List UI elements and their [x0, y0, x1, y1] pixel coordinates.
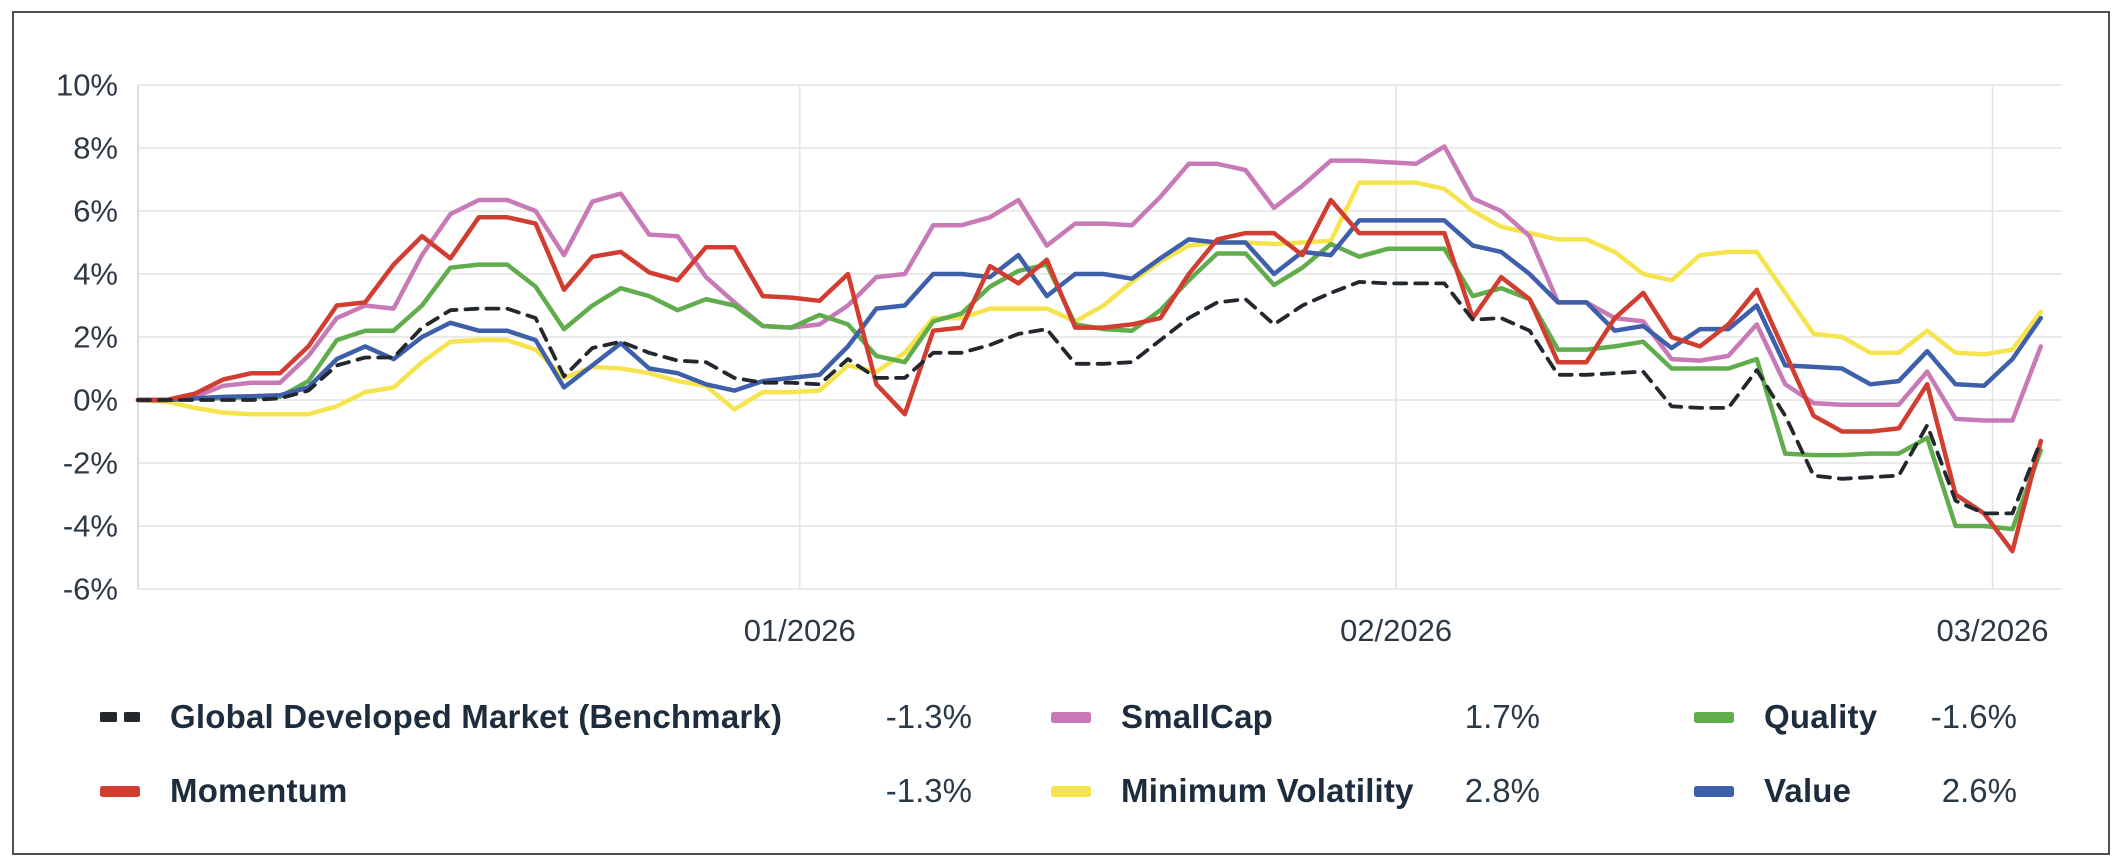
- legend-item-momentum: Momentum -1.3%: [100, 768, 972, 814]
- x-tick-label: 03/2026: [1936, 613, 2048, 648]
- value-swatch-icon: [1694, 785, 1734, 797]
- series-line-momentum: [135, 197, 2044, 554]
- legend-label: Value: [1764, 772, 1852, 809]
- legend-label: Global Developed Market (Benchmark): [170, 698, 783, 735]
- legend-value: -1.3%: [885, 698, 972, 735]
- x-tick-label: 01/2026: [744, 613, 856, 648]
- legend-item-minimum-volatility: Minimum Volatility 2.8%: [1051, 768, 1540, 814]
- legend-value: 1.7%: [1464, 698, 1540, 735]
- series-line-quality: [135, 241, 2044, 532]
- y-tick-label: -6%: [63, 572, 118, 607]
- y-tick-label: 6%: [73, 194, 118, 229]
- y-tick-label: 2%: [73, 320, 118, 355]
- y-tick-label: 8%: [73, 131, 118, 166]
- legend-item-benchmark: Global Developed Market (Benchmark) -1.3…: [100, 694, 972, 740]
- legend-label: Quality: [1764, 698, 1878, 735]
- legend-label: Momentum: [170, 772, 348, 809]
- legend-value: -1.3%: [885, 772, 972, 809]
- benchmark-dashed-swatch-icon: [100, 711, 140, 723]
- minimum-volatility-swatch-icon: [1051, 785, 1091, 797]
- series-line-minimum-volatility: [135, 180, 2044, 417]
- legend-label: SmallCap: [1121, 698, 1273, 735]
- y-tick-label: 4%: [73, 257, 118, 292]
- legend-value: 2.8%: [1464, 772, 1540, 809]
- legend-item-quality: Quality -1.6%: [1694, 694, 2017, 740]
- y-tick-label: -4%: [63, 509, 118, 544]
- y-tick-label: -2%: [63, 446, 118, 481]
- y-tick-label: 10%: [56, 68, 118, 103]
- smallcap-swatch-icon: [1051, 711, 1091, 723]
- y-tick-label: 0%: [73, 383, 118, 418]
- momentum-swatch-icon: [100, 785, 140, 797]
- legend-item-smallcap: SmallCap 1.7%: [1051, 694, 1540, 740]
- legend-value: -1.6%: [1930, 698, 2017, 735]
- x-tick-label: 02/2026: [1340, 613, 1452, 648]
- legend-value: 2.6%: [1941, 772, 2017, 809]
- legend-item-value: Value 2.6%: [1694, 768, 2017, 814]
- legend-label: Minimum Volatility: [1121, 772, 1414, 809]
- quality-swatch-icon: [1694, 711, 1734, 723]
- series-line-smallcap: [135, 144, 2044, 423]
- series-line-benchmark: [136, 279, 2043, 516]
